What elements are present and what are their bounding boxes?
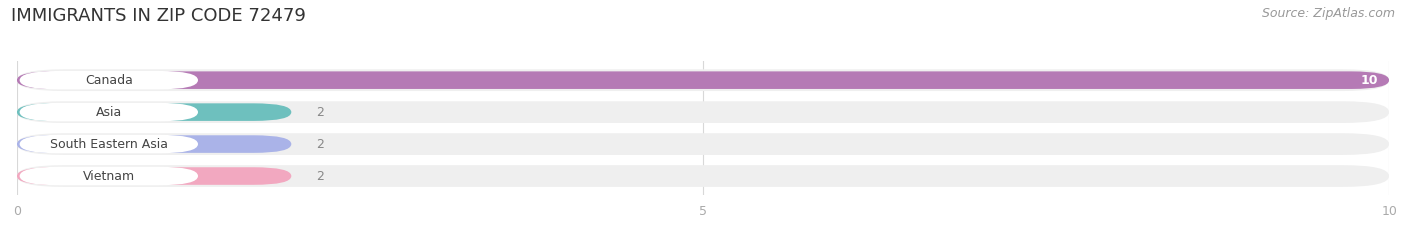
Text: Vietnam: Vietnam [83,170,135,183]
Text: 2: 2 [316,170,323,183]
FancyBboxPatch shape [17,165,1389,187]
FancyBboxPatch shape [17,71,1389,89]
Text: South Eastern Asia: South Eastern Asia [49,138,167,151]
Text: IMMIGRANTS IN ZIP CODE 72479: IMMIGRANTS IN ZIP CODE 72479 [11,7,307,25]
FancyBboxPatch shape [20,135,198,153]
FancyBboxPatch shape [17,103,291,121]
FancyBboxPatch shape [20,103,198,121]
FancyBboxPatch shape [17,69,1389,91]
Text: Canada: Canada [84,74,132,87]
FancyBboxPatch shape [20,167,198,185]
Text: 2: 2 [316,106,323,119]
FancyBboxPatch shape [17,167,291,185]
Text: 2: 2 [316,138,323,151]
Text: Asia: Asia [96,106,122,119]
Text: 10: 10 [1361,74,1378,87]
FancyBboxPatch shape [17,135,291,153]
FancyBboxPatch shape [17,101,1389,123]
FancyBboxPatch shape [17,133,1389,155]
Text: Source: ZipAtlas.com: Source: ZipAtlas.com [1261,7,1395,20]
FancyBboxPatch shape [20,71,198,89]
